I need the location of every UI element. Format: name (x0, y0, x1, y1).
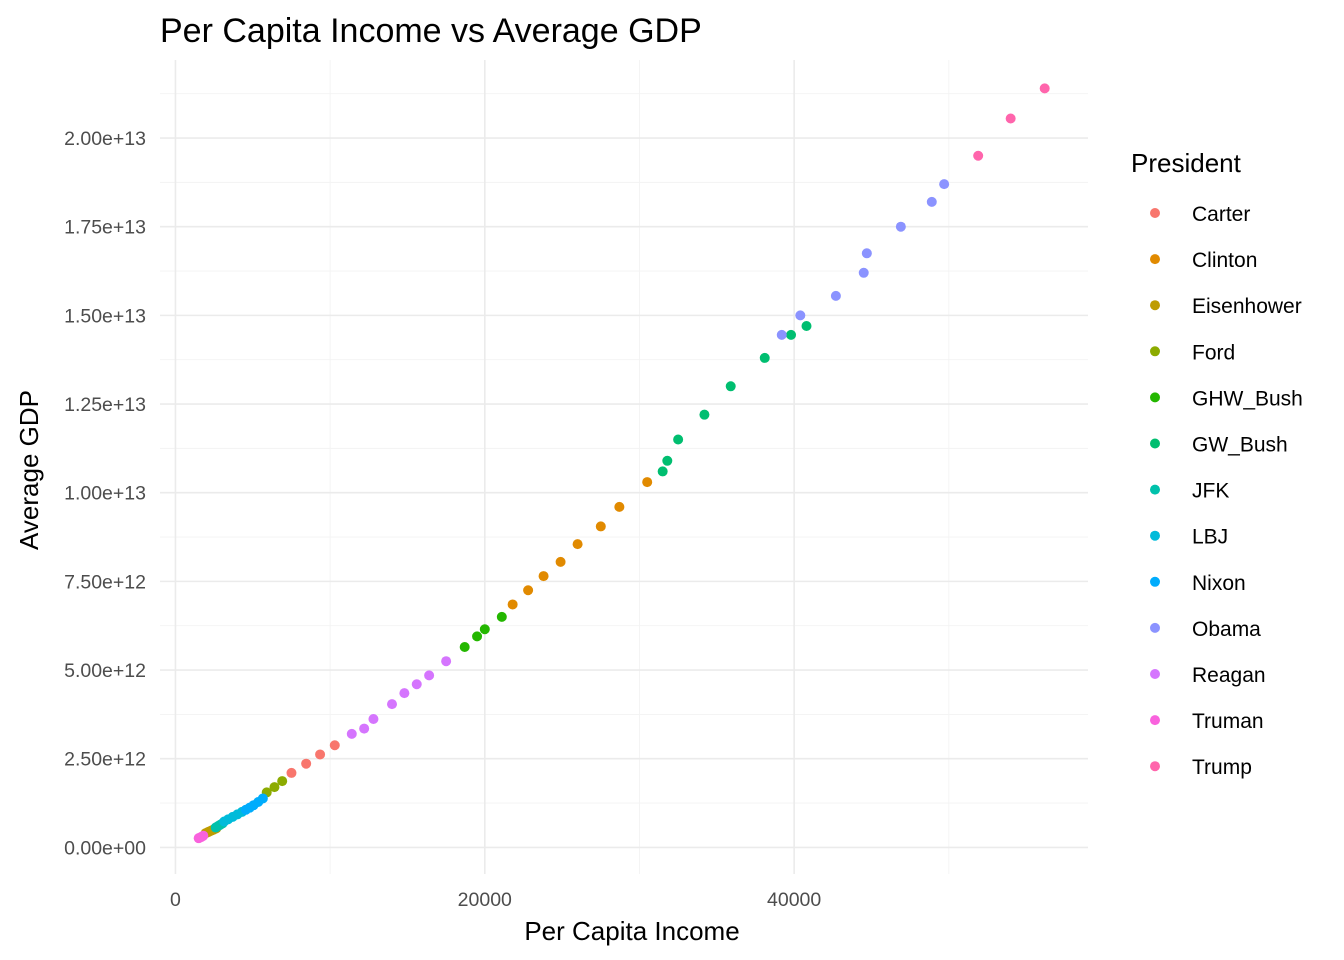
data-point-ford (277, 776, 288, 787)
y-tick-label: 2.00e+13 (64, 128, 146, 150)
data-point-reagan (387, 699, 397, 710)
data-point-gw-bush (662, 455, 673, 466)
data-point-reagan (424, 670, 435, 681)
y-tick-label: 1.75e+13 (64, 217, 146, 239)
data-point-ghw-bush (496, 611, 507, 622)
data-point-ghw-bush (459, 642, 470, 653)
data-point-carter (301, 758, 312, 769)
data-point-carter (329, 740, 340, 751)
data-point-ghw-bush (472, 631, 483, 642)
data-point-trump (1005, 113, 1016, 124)
data-point-clinton (614, 501, 625, 512)
legend-key-trump (1150, 761, 1160, 772)
data-points (193, 83, 1050, 844)
data-point-gw-bush (786, 329, 797, 340)
data-point-trump (973, 150, 984, 161)
legend-key-nixon (1150, 576, 1160, 587)
chart-title: Per Capita Income vs Average GDP (160, 12, 702, 50)
y-axis-title: Average GDP (14, 390, 44, 550)
data-point-gw-bush (699, 409, 710, 420)
legend-key-jfk (1150, 484, 1160, 495)
x-tick-label: 0 (170, 889, 181, 911)
data-point-ghw-bush (479, 624, 490, 635)
legend-label: GW_Bush (1192, 434, 1288, 457)
y-tick-label: 2.50e+12 (64, 749, 146, 771)
y-tick-label: 0.00e+00 (64, 837, 146, 859)
data-point-clinton (507, 599, 518, 610)
data-point-obama (926, 196, 937, 207)
data-point-reagan (359, 723, 370, 734)
legend-label: Truman (1192, 710, 1264, 733)
data-point-clinton (538, 571, 549, 582)
legend-title: President (1131, 148, 1242, 178)
data-point-carter (315, 749, 326, 760)
y-tick-label: 1.50e+13 (64, 305, 146, 327)
legend-key-carter (1150, 208, 1160, 218)
legend-key-obama (1150, 622, 1160, 633)
data-point-reagan (441, 656, 452, 667)
data-point-obama (895, 221, 906, 232)
legend-key-lbj (1150, 530, 1160, 541)
data-point-reagan (411, 679, 422, 690)
y-tick-label: 5.00e+12 (64, 660, 146, 682)
legend-label: GHW_Bush (1192, 387, 1303, 410)
data-point-gw-bush (673, 434, 684, 445)
legend-key-eisenhower (1150, 300, 1160, 311)
legend-key-gw-bush (1150, 438, 1160, 449)
data-point-trump (1039, 83, 1050, 94)
legend-label: Nixon (1192, 572, 1246, 595)
x-axis-title: Per Capita Income (524, 916, 739, 946)
data-point-reagan (368, 714, 379, 725)
data-point-clinton (595, 521, 606, 532)
data-point-nixon (257, 793, 268, 804)
legend-key-ford (1150, 346, 1160, 357)
x-axis-ticks: 0 20000 40000 (170, 889, 821, 911)
data-point-reagan (346, 728, 357, 739)
data-point-clinton (642, 477, 653, 488)
legend-label: Obama (1192, 618, 1261, 641)
legend-label: Carter (1192, 203, 1250, 226)
data-point-clinton (523, 585, 534, 596)
legend: President Carter Clinton Eisenhower Ford GHW… (1131, 148, 1303, 779)
y-axis-ticks: 0.00e+00 2.50e+12 5.00e+12 7.50e+12 1.00e+13… (64, 128, 146, 859)
grid (160, 60, 1088, 874)
data-point-obama (776, 329, 787, 340)
y-tick-label: 1.00e+13 (64, 483, 146, 505)
data-point-clinton (572, 539, 583, 550)
legend-key-reagan (1150, 669, 1160, 679)
legend-label: Trump (1192, 756, 1252, 779)
legend-label: Eisenhower (1192, 295, 1302, 318)
legend-key-clinton (1150, 254, 1160, 265)
data-point-reagan (399, 688, 410, 699)
data-point-gw-bush (801, 321, 812, 332)
y-tick-label: 1.25e+13 (64, 394, 146, 416)
data-point-gw-bush (759, 352, 770, 363)
data-point-obama (795, 310, 806, 321)
y-tick-label: 7.50e+12 (64, 571, 146, 593)
x-tick-label: 40000 (767, 889, 821, 911)
data-point-ford (269, 782, 280, 793)
data-point-obama (858, 267, 869, 278)
data-point-clinton (555, 556, 566, 567)
data-point-obama (830, 290, 841, 301)
data-point-gw-bush (657, 466, 668, 477)
data-point-obama (939, 179, 950, 190)
data-point-carter (286, 767, 297, 778)
data-point-gw-bush (725, 381, 736, 392)
legend-label: LBJ (1192, 526, 1228, 549)
legend-label: JFK (1192, 480, 1229, 503)
legend-label: Ford (1192, 341, 1235, 364)
legend-key-truman (1150, 715, 1160, 726)
data-point-truman (198, 830, 209, 841)
x-tick-label: 20000 (458, 889, 512, 911)
legend-label: Clinton (1192, 249, 1257, 272)
legend-label: Reagan (1192, 664, 1266, 687)
data-point-obama (861, 248, 872, 259)
legend-key-ghw-bush (1150, 392, 1160, 403)
